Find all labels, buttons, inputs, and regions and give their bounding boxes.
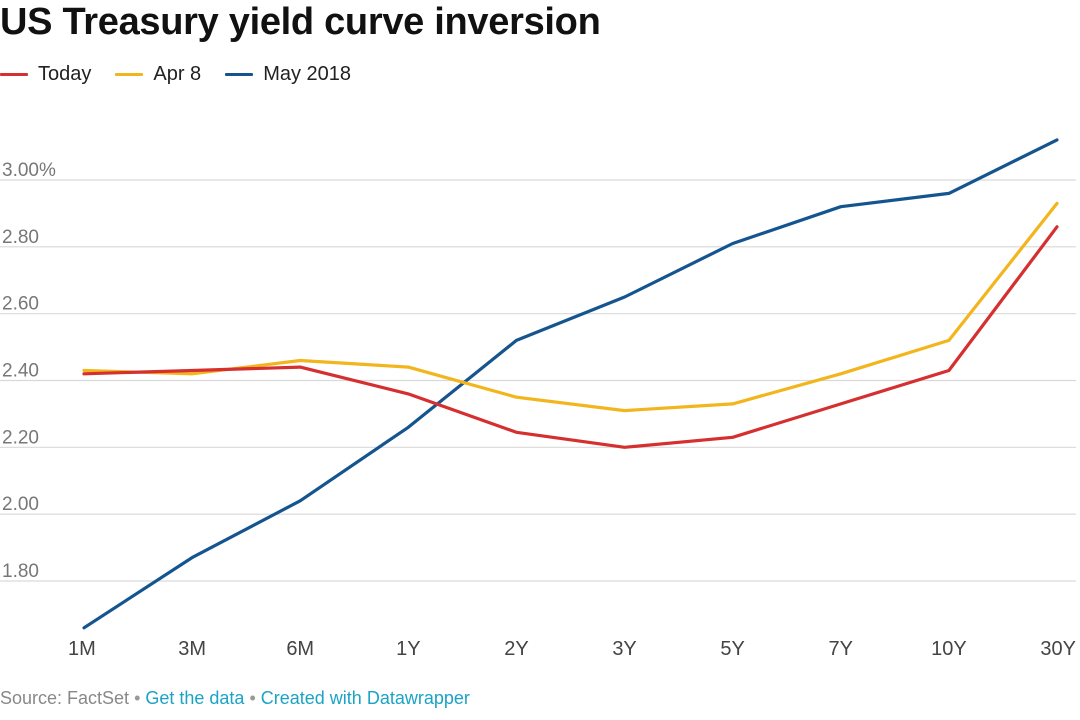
x-axis-ticks: 1M 3M 6M 1Y 2Y 3Y 5Y 7Y 10Y 30Y (68, 638, 1076, 660)
legend-label: Today (38, 62, 92, 85)
y-axis-ticks: 1.80 2.00 2.20 2.40 2.60 2.80 3.00% (2, 160, 56, 582)
x-tick-label: 1Y (396, 638, 420, 660)
legend-item: Today (0, 63, 91, 86)
get-data-link[interactable]: Get the data (145, 688, 245, 708)
x-tick-label: 6M (286, 638, 314, 660)
series-line-apr-8 (82, 201, 1059, 413)
x-tick-label: 5Y (720, 638, 744, 660)
legend-swatch (0, 72, 28, 76)
y-tick-label: 2.20 (2, 427, 39, 448)
footer: Source: FactSet • Get the data • Created wit… (0, 686, 470, 710)
legend-swatch (115, 72, 144, 76)
y-tick-label: 2.40 (2, 361, 39, 382)
footer-separator: • (134, 688, 141, 708)
legend: Today Apr 8 May 2018 (0, 60, 375, 88)
y-tick-label: 1.80 (2, 561, 39, 582)
datawrapper-link[interactable]: Created with Datawrapper (260, 688, 470, 708)
x-tick-label: 30Y (1040, 638, 1076, 660)
gridlines (0, 179, 1076, 582)
legend-label: Apr 8 (153, 62, 202, 85)
x-tick-label: 7Y (829, 638, 853, 660)
series-lines (82, 138, 1059, 630)
chart-title: US Treasury yield curve inversion (0, 1, 601, 43)
x-tick-label: 1M (68, 638, 96, 660)
series-line-today (82, 225, 1059, 449)
legend-label: May 2018 (263, 62, 352, 85)
source-text: Source: FactSet (0, 688, 130, 708)
y-tick-label: 2.80 (2, 227, 39, 248)
x-tick-label: 2Y (504, 638, 528, 660)
series-line-may-2018 (82, 138, 1059, 630)
legend-item: May 2018 (225, 63, 351, 86)
x-tick-label: 3Y (612, 638, 636, 660)
y-tick-label: 2.60 (2, 294, 39, 315)
legend-swatch (225, 72, 254, 76)
footer-separator: • (249, 688, 256, 708)
x-tick-label: 3M (178, 638, 206, 660)
y-tick-label: 3.00% (2, 160, 56, 181)
y-tick-label: 2.00 (2, 494, 39, 515)
x-tick-label: 10Y (931, 638, 967, 660)
legend-item: Apr 8 (115, 63, 201, 86)
